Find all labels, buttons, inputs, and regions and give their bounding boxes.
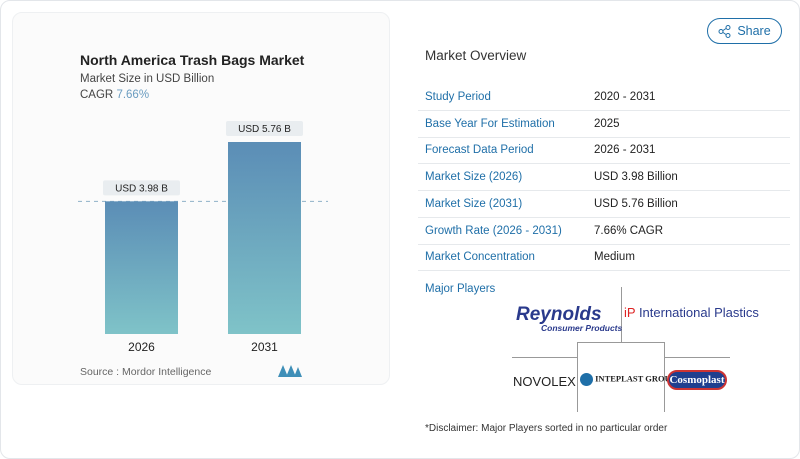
row-label: Forecast Data Period — [425, 144, 534, 157]
row-label: Market Size (2031) — [425, 197, 523, 210]
cagr: CAGR 7.66% — [80, 89, 149, 101]
row-label: Base Year For Estimation — [425, 117, 555, 130]
major-players-label: Major Players — [425, 283, 496, 295]
row-label: Growth Rate (2026 - 2031) — [425, 224, 562, 237]
cagr-value: 7.66% — [116, 89, 150, 101]
share-label: Share — [737, 24, 771, 38]
row-value: USD 5.76 Billion — [594, 197, 678, 210]
bar-chart: USD 3.98 B 2026 USD 5.76 B 2031 — [78, 121, 328, 354]
logo-box — [577, 342, 665, 412]
logo-reynolds: Reynolds Consumer Products — [516, 304, 623, 333]
source-text: Source : Mordor Intelligence — [80, 366, 212, 378]
row-value: 2020 - 2031 — [594, 91, 656, 103]
overview-row: Market Size (2031) USD 5.76 Billion — [418, 191, 790, 218]
row-value: 2026 - 2031 — [594, 144, 656, 157]
data-label-bg — [103, 180, 180, 196]
overview-row: Study Period 2020 - 2031 — [418, 84, 790, 111]
chart-card — [12, 12, 390, 385]
chart-subtitle: Market Size in USD Billion — [80, 73, 215, 85]
bar-2026 — [105, 201, 178, 334]
logo-inteplast: INTEPLAST GROUP — [580, 373, 676, 386]
overview-row: Market Concentration Medium — [418, 244, 790, 272]
data-label-bg — [226, 121, 303, 136]
x-tick-label: 2031 — [251, 340, 278, 354]
x-tick-label: 2026 — [128, 340, 155, 354]
logo-novolex: NOVOLEX — [513, 374, 576, 389]
row-label: Study Period — [425, 91, 491, 103]
bar-2031 — [228, 142, 301, 334]
chart-title: North America Trash Bags Market — [80, 52, 305, 68]
divider — [621, 287, 622, 342]
share-button[interactable]: Share — [707, 18, 782, 44]
logo-international-plastics: iP International Plastics — [624, 305, 759, 320]
divider — [512, 357, 577, 358]
row-label: Market Concentration — [425, 251, 535, 264]
mordor-logo-icon — [278, 365, 302, 377]
overview-row: Growth Rate (2026 - 2031) 7.66% CAGR — [418, 218, 790, 245]
disclaimer: *Disclaimer: Major Players sorted in no … — [425, 423, 668, 434]
divider — [665, 357, 730, 358]
logo-cosmoplast: Cosmoplast — [667, 370, 727, 390]
data-label: USD 3.98 B — [115, 183, 168, 194]
overview-row: Market Size (2026) USD 3.98 Billion — [418, 164, 790, 192]
row-value: Medium — [594, 251, 635, 264]
cagr-label: CAGR — [80, 89, 114, 101]
row-value: USD 3.98 Billion — [594, 171, 678, 184]
row-value: 2025 — [594, 117, 620, 130]
row-label: Market Size (2026) — [425, 171, 523, 184]
data-label: USD 5.76 B — [238, 124, 291, 135]
overview-row: Base Year For Estimation 2025 — [418, 111, 790, 138]
row-value: 7.66% CAGR — [594, 224, 664, 237]
overview-title: Market Overview — [425, 48, 527, 63]
share-icon — [718, 24, 731, 38]
overview-row: Forecast Data Period 2026 - 2031 — [418, 137, 790, 165]
